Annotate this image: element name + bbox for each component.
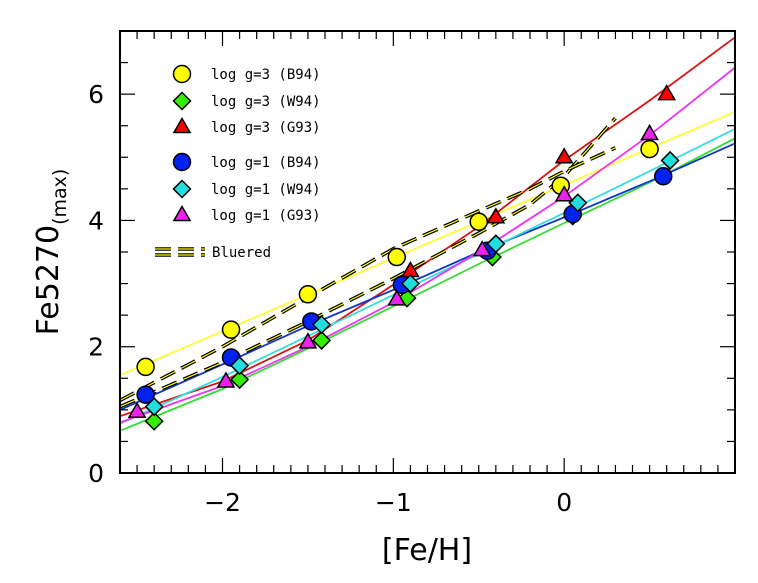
point-log-g-1-w94-6	[660, 150, 680, 171]
legend-marker-log-g-1-g93	[172, 204, 192, 222]
point-log-g-3-g93-3	[657, 84, 677, 101]
point-log-g-1-w94-4	[486, 234, 506, 254]
point-log-g-3-b94-3	[387, 247, 406, 267]
y-tick-label: 4	[88, 206, 104, 235]
y-tick-label: 0	[88, 459, 104, 488]
point-log-g-1-g93-5	[554, 185, 574, 202]
point-log-g-1-g93-6	[640, 123, 659, 141]
axis-ticks	[119, 30, 736, 474]
legend-marker-log-g-3-g93	[172, 116, 192, 134]
legend-marker-log-g-3-b94	[172, 64, 192, 84]
bluered-dash-outline	[120, 146, 617, 402]
point-log-g-3-b94-1	[221, 320, 241, 339]
legend-swatch-bluered	[155, 247, 205, 257]
y-axis-title: Fe5270(max)	[31, 169, 71, 336]
point-log-g-1-w94-2	[312, 315, 332, 335]
x-tick-label: −1	[375, 488, 412, 517]
point-log-g-3-w94-1	[230, 369, 250, 390]
point-log-g-3-g93-2	[554, 147, 574, 164]
legend-label-log-g-1-w94: log g=1 (W94)	[211, 182, 321, 198]
x-axis-title: [Fe/H]	[382, 533, 472, 568]
tick-labels: −2 −1 0 0 2 4 6	[88, 80, 572, 517]
point-log-g-1-g93-4	[472, 240, 492, 257]
point-log-g-3-b94-2	[298, 285, 318, 304]
point-log-g-1-g93-3	[387, 289, 407, 306]
point-log-g-1-w94-3	[400, 274, 420, 294]
point-log-g-3-g93-1	[486, 207, 506, 224]
point-log-g-3-b94-4	[469, 212, 488, 231]
point-log-g-3-b94-6	[640, 139, 659, 159]
bluered-bluered-2	[120, 146, 617, 402]
data-points	[127, 84, 680, 431]
legend-label-bluered: Bluered	[212, 245, 271, 261]
point-log-g-3-w94-0	[144, 411, 164, 431]
legend-label-log-g-1-b94: log g=1 (B94)	[211, 155, 321, 171]
legend-label-log-g-1-g93: log g=1 (G93)	[211, 208, 321, 224]
y-axis-title-main: Fe5270	[31, 225, 66, 335]
bluered-dash-core	[120, 147, 616, 401]
legend-marker-log-g-3-w94	[172, 91, 192, 111]
point-log-g-1-w94-1	[230, 356, 250, 376]
point-log-g-1-b94-0	[136, 385, 155, 404]
legend-label-log-g-3-w94: log g=3 (W94)	[211, 94, 321, 110]
legend-label-log-g-3-b94: log g=3 (B94)	[211, 67, 321, 83]
point-log-g-1-w94-0	[144, 397, 164, 417]
fit-line-log-g-1-w94	[120, 128, 735, 425]
legend-label-log-g-3-g93: log g=3 (G93)	[211, 120, 321, 136]
point-log-g-3-b94-0	[136, 357, 155, 377]
legend-marker-log-g-1-w94	[172, 179, 192, 199]
legend-marker-log-g-1-b94	[172, 152, 192, 172]
point-log-g-3-w94-2	[312, 330, 332, 350]
point-log-g-1-g93-1	[216, 371, 236, 388]
point-log-g-1-b94-6	[654, 166, 673, 186]
point-log-g-1-g93-2	[298, 332, 318, 349]
x-tick-label: 0	[556, 488, 572, 517]
legend: log g=3 (B94) log g=3 (W94) log g=3 (G93) l…	[155, 64, 321, 261]
point-log-g-1-g93-0	[127, 401, 147, 419]
y-axis-title-sub: (max)	[49, 169, 71, 225]
y-tick-label: 2	[88, 333, 104, 362]
y-tick-label: 6	[88, 80, 104, 109]
x-tick-label: −2	[204, 488, 241, 517]
